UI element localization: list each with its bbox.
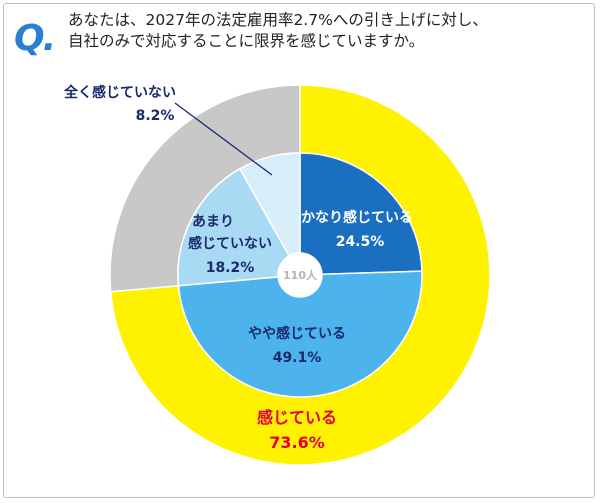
label-mattaku: 全く感じていない	[63, 84, 176, 101]
value-amari: 18.2%	[206, 260, 255, 276]
question-line-2: 自社のみで対応することに限界を感じていますか。	[68, 32, 425, 50]
label-yaya: やや感じている	[248, 325, 346, 342]
label-kanari: かなり感じている	[301, 209, 413, 226]
question-text: あなたは、2027年の法定雇用率2.7%への引き上げに対し、 自社のみで対応する…	[68, 10, 588, 52]
question-line-1: あなたは、2027年の法定雇用率2.7%への引き上げに対し、	[68, 11, 488, 29]
inner-ring	[177, 152, 423, 398]
label-kanjiteiru: 感じている	[257, 408, 337, 427]
label-amari-line1: あまり	[192, 214, 234, 230]
value-mattaku: 8.2%	[136, 108, 175, 124]
value-kanari: 24.5%	[336, 234, 385, 250]
center-total-label: 110人	[283, 268, 318, 282]
value-kanjiteiru: 73.6%	[269, 433, 325, 452]
callout-line	[174, 102, 273, 176]
value-yaya: 49.1%	[273, 350, 322, 366]
label-amari-line2: 感じていない	[188, 235, 272, 252]
question-mark-icon: Q.	[14, 18, 56, 59]
center-hole	[278, 253, 322, 297]
